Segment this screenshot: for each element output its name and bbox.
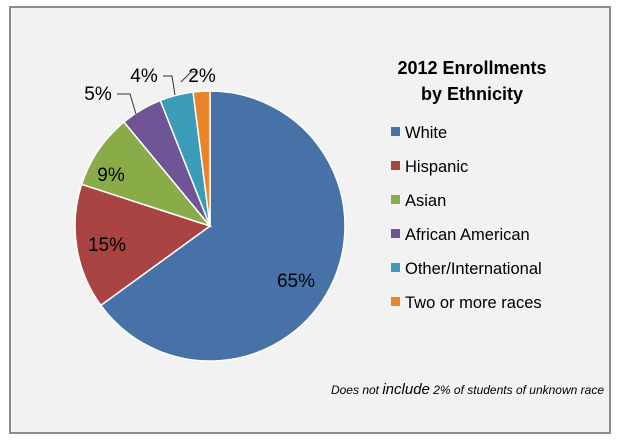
legend-label: White <box>405 124 447 142</box>
slice-label: 9% <box>97 165 125 186</box>
slice-label: 65% <box>277 271 315 292</box>
legend-label: Asian <box>405 192 446 210</box>
legend-label: Hispanic <box>405 158 468 176</box>
slice-label: 5% <box>84 84 112 105</box>
legend-swatch <box>391 229 400 238</box>
legend-label: African American <box>405 226 530 244</box>
slice-label: 15% <box>88 235 126 256</box>
pie-slice-hispanic <box>74 183 212 307</box>
legend: White Hispanic Asian African American Other/… <box>391 124 542 312</box>
leader-line <box>163 75 176 96</box>
footnote-post: 2% of students of unknown race <box>430 383 604 397</box>
slice-label: 2% <box>188 66 216 87</box>
pie-slice-white <box>99 90 346 362</box>
leader-line <box>180 71 196 83</box>
legend-swatch <box>391 161 400 170</box>
legend-label: Two or more races <box>405 294 542 312</box>
leader-line <box>117 93 137 115</box>
legend-swatch <box>391 195 400 204</box>
legend-label: Other/International <box>405 260 542 278</box>
footnote: Does not include 2% of students of unkno… <box>331 381 604 398</box>
legend-swatch <box>391 263 400 272</box>
chart-title-line-2: by Ethnicity <box>421 84 523 104</box>
footnote-pre: Does not <box>331 383 382 397</box>
pie-slice-two-or-more-races <box>192 90 211 227</box>
slice-labels: 65% 15% 9% 5% 4% 2% <box>84 66 315 292</box>
pie-slices <box>74 90 346 362</box>
slice-label: 4% <box>130 66 158 87</box>
chart-title-line-1: 2012 Enrollments <box>397 58 546 78</box>
legend-swatch <box>391 297 400 306</box>
footnote-emphasis: include <box>382 381 430 398</box>
legend-swatch <box>391 127 400 136</box>
